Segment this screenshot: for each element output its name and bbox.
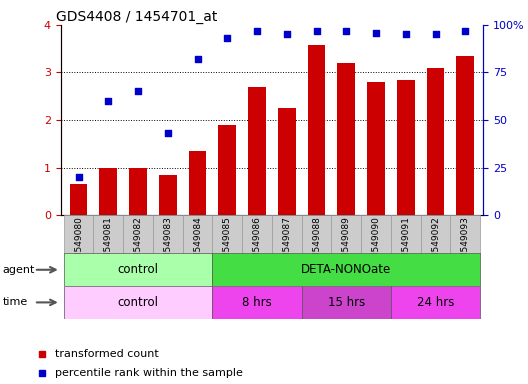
Bar xyxy=(242,215,272,255)
Text: GSM549093: GSM549093 xyxy=(461,216,470,271)
Bar xyxy=(212,253,480,286)
Bar xyxy=(159,175,177,215)
Bar xyxy=(64,286,212,319)
Text: control: control xyxy=(118,263,158,276)
Point xyxy=(372,30,380,36)
Bar xyxy=(93,215,123,255)
Point xyxy=(193,56,202,62)
Bar xyxy=(183,215,212,255)
Point xyxy=(342,28,351,34)
Bar xyxy=(367,82,385,215)
Bar xyxy=(427,68,445,215)
Bar xyxy=(212,286,301,319)
Bar xyxy=(219,125,236,215)
Text: transformed count: transformed count xyxy=(55,349,159,359)
Bar xyxy=(248,87,266,215)
Bar xyxy=(188,151,206,215)
Text: GSM549088: GSM549088 xyxy=(312,216,321,271)
Point xyxy=(313,28,321,34)
Bar xyxy=(397,79,414,215)
Bar xyxy=(421,215,450,255)
Text: percentile rank within the sample: percentile rank within the sample xyxy=(55,368,243,378)
Text: 8 hrs: 8 hrs xyxy=(242,296,272,309)
Text: time: time xyxy=(3,297,28,308)
Text: GSM549084: GSM549084 xyxy=(193,216,202,271)
Bar xyxy=(391,215,421,255)
Text: 15 hrs: 15 hrs xyxy=(328,296,365,309)
Text: agent: agent xyxy=(3,265,35,275)
Text: 24 hrs: 24 hrs xyxy=(417,296,454,309)
Text: GSM549080: GSM549080 xyxy=(74,216,83,271)
Text: GSM549087: GSM549087 xyxy=(282,216,291,271)
Point xyxy=(164,130,172,136)
Bar xyxy=(129,167,147,215)
Text: GDS4408 / 1454701_at: GDS4408 / 1454701_at xyxy=(56,10,218,24)
Bar xyxy=(272,215,301,255)
Text: GSM549092: GSM549092 xyxy=(431,216,440,271)
Bar xyxy=(456,56,474,215)
Bar xyxy=(337,63,355,215)
Bar xyxy=(64,215,93,255)
Point xyxy=(282,31,291,38)
Bar xyxy=(123,215,153,255)
Text: GSM549090: GSM549090 xyxy=(372,216,381,271)
Text: GSM549085: GSM549085 xyxy=(223,216,232,271)
Bar xyxy=(332,215,361,255)
Text: DETA-NONOate: DETA-NONOate xyxy=(301,263,391,276)
Text: GSM549089: GSM549089 xyxy=(342,216,351,271)
Bar xyxy=(70,184,88,215)
Text: GSM549083: GSM549083 xyxy=(163,216,172,271)
Point xyxy=(104,98,112,104)
Text: GSM549081: GSM549081 xyxy=(104,216,113,271)
Point xyxy=(74,174,83,180)
Point xyxy=(134,88,142,94)
Text: GSM549082: GSM549082 xyxy=(134,216,143,271)
Text: GSM549091: GSM549091 xyxy=(401,216,410,271)
Point xyxy=(431,31,440,38)
Bar xyxy=(450,215,480,255)
Bar xyxy=(301,286,391,319)
Bar xyxy=(308,45,325,215)
Bar xyxy=(212,215,242,255)
Bar xyxy=(361,215,391,255)
Point xyxy=(461,28,469,34)
Bar xyxy=(301,215,332,255)
Bar xyxy=(391,286,480,319)
Bar xyxy=(99,167,117,215)
Bar xyxy=(64,253,212,286)
Text: control: control xyxy=(118,296,158,309)
Text: GSM549086: GSM549086 xyxy=(252,216,261,271)
Point xyxy=(253,28,261,34)
Bar xyxy=(153,215,183,255)
Bar xyxy=(278,108,296,215)
Point xyxy=(223,35,231,41)
Point xyxy=(402,31,410,38)
